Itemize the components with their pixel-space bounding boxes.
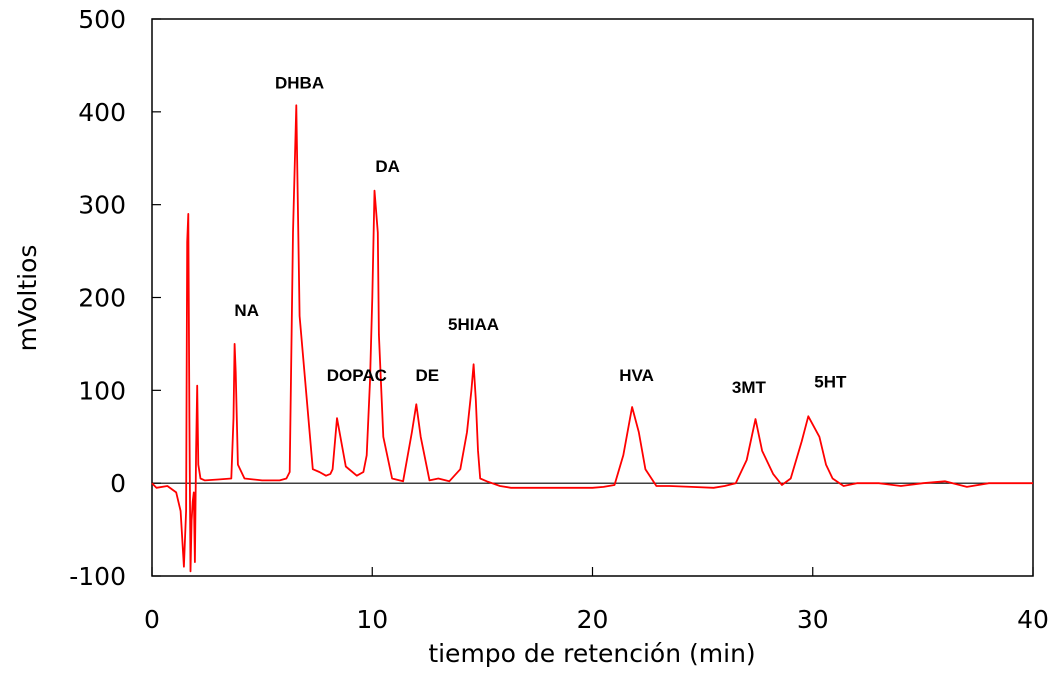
peak-label-5hiaa: 5HIAA [448,315,499,334]
y-axis-title: mVoltios [13,245,42,352]
peak-label-dhba: DHBA [275,74,324,93]
x-tick-label: 0 [144,605,160,634]
peak-label-da: DA [375,157,400,176]
peak-label-5ht: 5HT [814,373,847,392]
chromatogram-trace [151,104,1033,573]
peak-label-dopac: DOPAC [327,366,387,385]
x-tick-label: 30 [797,605,829,634]
peak-labels: DHBA DA NA 5HIAA DOPAC DE HVA 3MT 5HT [234,74,847,397]
peak-label-de: DE [416,366,440,385]
y-tick-label: 200 [78,284,126,313]
peak-label-na: NA [234,301,259,320]
peak-label-hva: HVA [619,366,654,385]
x-tick-label: 20 [577,605,609,634]
x-tick-label: 40 [1017,605,1049,634]
axis-tick-labels: 0 10 20 30 40 -100 0 100 200 300 400 500 [69,5,1049,634]
y-tick-label: 400 [78,98,126,127]
y-tick-label: 0 [110,469,126,498]
y-tick-label: -100 [69,562,126,591]
y-tick-label: 300 [78,191,126,220]
y-tick-label: 500 [78,5,126,34]
plot-frame [151,18,1034,577]
axis-ticks [151,18,1034,577]
peak-label-3mt: 3MT [732,378,767,397]
x-axis-title: tiempo de retención (min) [428,639,755,668]
x-tick-label: 10 [356,605,388,634]
y-tick-label: 100 [78,376,126,405]
